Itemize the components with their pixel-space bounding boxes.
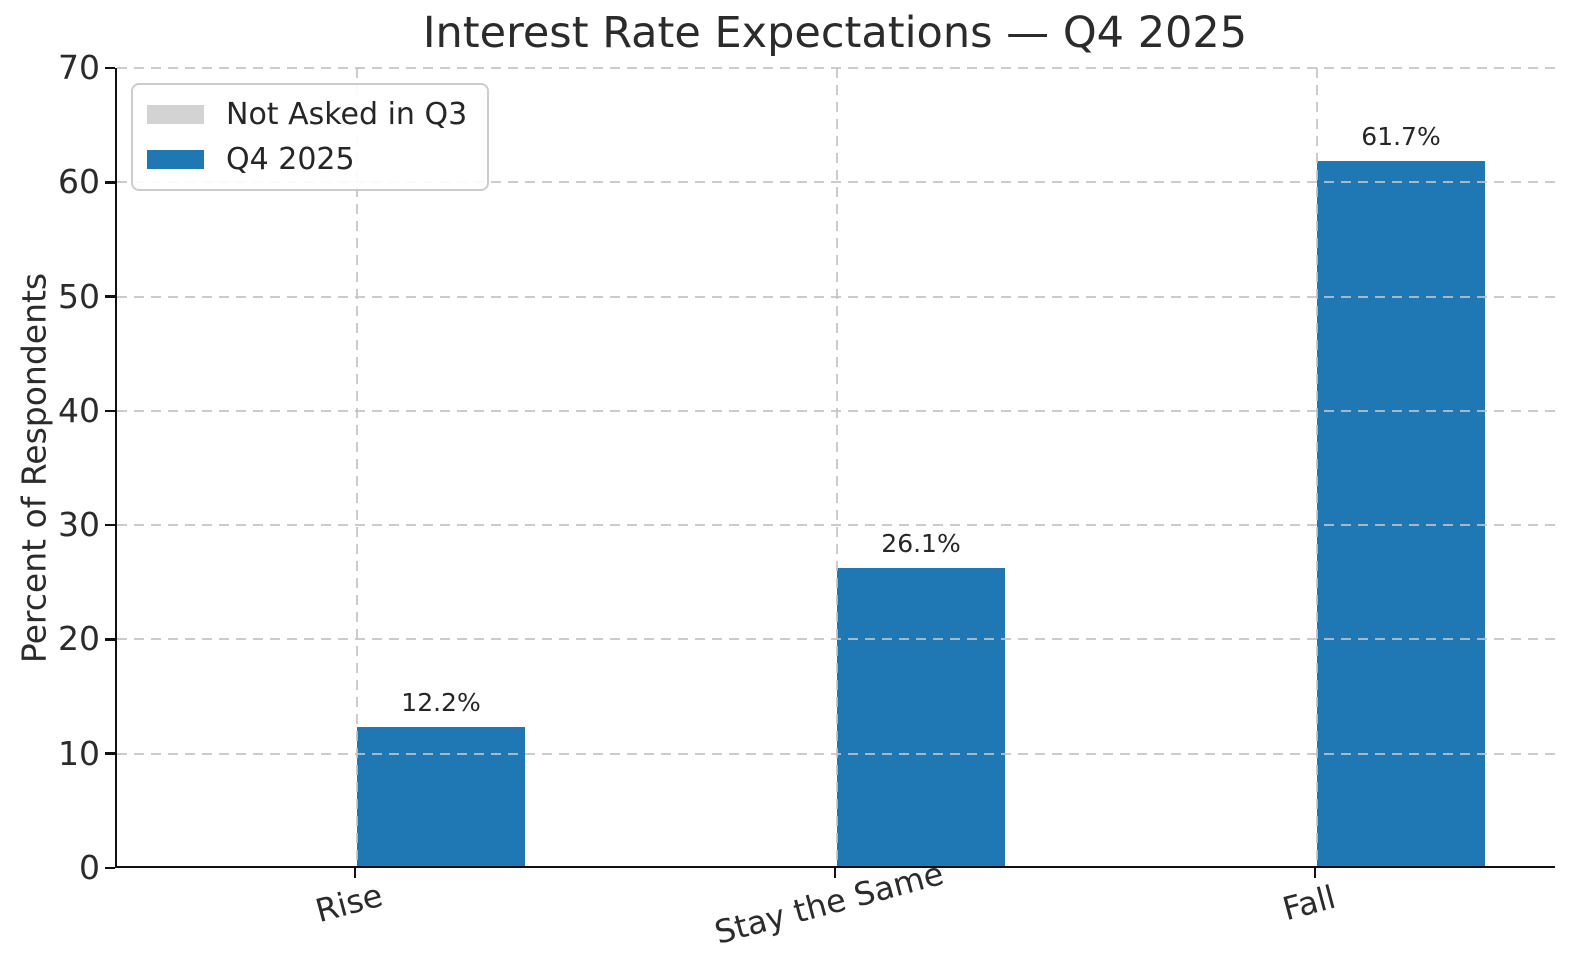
y-axis-label: Percent of Respondents — [14, 272, 54, 664]
y-tick-label: 0 — [79, 848, 100, 887]
legend-item: Not Asked in Q3 — [147, 97, 467, 132]
y-tick-label: 40 — [58, 390, 100, 430]
y-tick-mark — [105, 752, 115, 755]
bar-value-label: 12.2% — [401, 687, 481, 717]
x-tick-label-text: Fall — [1278, 877, 1340, 929]
y-tick-label: 10 — [58, 733, 100, 773]
y-tick-mark — [105, 295, 115, 298]
y-tick-mark — [105, 409, 115, 413]
bar-value-label: 61.7% — [1361, 121, 1441, 151]
y-tick-label: 20 — [58, 619, 100, 659]
x-tick-label-stay-the-same: Stay the Same — [711, 854, 1064, 952]
y-tick-label: 70 — [58, 48, 100, 87]
x-tick-label-rise: Rise — [311, 876, 416, 930]
x-tick-mark — [353, 868, 357, 878]
x-tick-mark — [1313, 868, 1317, 878]
gridline-horizontal — [117, 67, 1555, 69]
x-tick-label-text: Rise — [311, 875, 387, 931]
bar-fall — [1317, 160, 1485, 866]
legend-label: Q4 2025 — [226, 142, 355, 177]
chart-title: Interest Rate Expectations — Q4 2025 — [422, 8, 1248, 58]
legend: Not Asked in Q3 Q4 2025 — [131, 83, 490, 191]
bar-stay-the-same — [837, 567, 1005, 866]
y-tick-mark — [105, 523, 115, 527]
legend-label: Not Asked in Q3 — [226, 97, 468, 132]
y-tick-mark — [105, 866, 115, 870]
x-tick-mark — [833, 868, 837, 878]
bar-rise — [357, 726, 525, 866]
legend-swatch — [147, 150, 204, 169]
legend-swatch — [147, 105, 204, 124]
x-tick-label-fall: Fall — [1279, 878, 1362, 928]
x-tick-label-text: Stay the Same — [710, 854, 948, 952]
plot-area: 12.2% 26.1% 61.7% Not Asked in Q3 Q4 2025 — [115, 67, 1555, 868]
y-tick-label: 30 — [58, 505, 100, 545]
y-tick-label: 60 — [58, 162, 100, 202]
y-tick-label: 50 — [58, 276, 100, 316]
y-tick-mark — [105, 181, 115, 184]
legend-item: Q4 2025 — [147, 142, 467, 177]
y-tick-mark — [105, 66, 115, 70]
y-tick-mark — [105, 638, 115, 641]
bar-value-label: 26.1% — [881, 528, 961, 558]
